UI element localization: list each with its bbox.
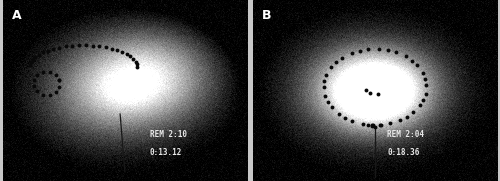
Text: 0:18.36: 0:18.36: [387, 148, 420, 157]
Text: REM 2:10: REM 2:10: [150, 130, 186, 139]
Text: B: B: [262, 9, 272, 22]
Text: 0:13.12: 0:13.12: [150, 148, 182, 157]
Text: REM 2:04: REM 2:04: [387, 130, 424, 139]
Text: A: A: [12, 9, 22, 22]
